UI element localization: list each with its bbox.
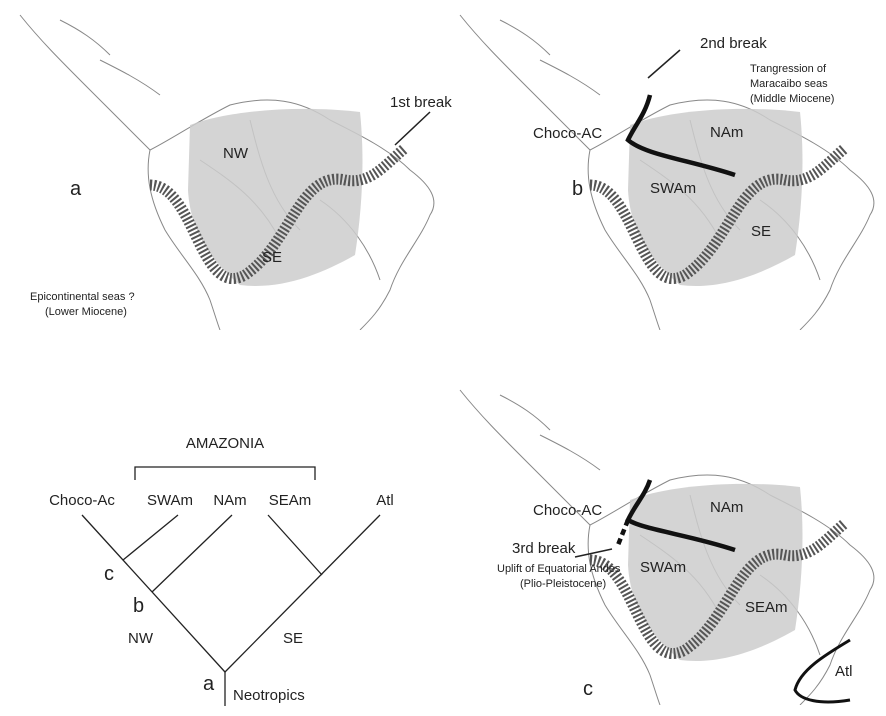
- region: NW: [223, 145, 249, 162]
- region: NAm: [710, 499, 743, 516]
- region: SE: [262, 249, 282, 266]
- map-a: a NW SE 1st break Epicontinental seas ? …: [20, 15, 452, 330]
- node-label: a: [203, 673, 215, 695]
- region: SWAm: [640, 559, 686, 576]
- note: Trangression of: [750, 63, 827, 75]
- region: NAm: [710, 124, 743, 141]
- terminal: SEAm: [269, 492, 312, 509]
- panel-letter: c: [583, 678, 593, 700]
- node-label: c: [104, 563, 114, 585]
- group-label: AMAZONIA: [186, 435, 264, 452]
- node-label: b: [133, 595, 144, 617]
- panel-letter: a: [70, 178, 82, 200]
- terminal: Choco-Ac: [49, 492, 115, 509]
- terminal: Atl: [376, 492, 394, 509]
- terminal: SWAm: [147, 492, 193, 509]
- map-c: c Choco-AC NAm SWAm SEAm Atl 3rd break U…: [460, 390, 874, 705]
- region: SWAm: [650, 180, 696, 197]
- region: SE: [751, 223, 771, 240]
- note: Epicontinental seas ?: [30, 291, 135, 303]
- break-label: 3rd break: [512, 540, 576, 557]
- break-label: 2nd break: [700, 35, 767, 52]
- region: Choco-AC: [533, 502, 602, 519]
- region: Atl: [835, 663, 853, 680]
- branch-label: NW: [128, 630, 154, 647]
- terminal: NAm: [213, 492, 246, 509]
- root-label: Neotropics: [233, 687, 305, 704]
- branch-label: SE: [283, 630, 303, 647]
- region: SEAm: [745, 599, 788, 616]
- break-label: 1st break: [390, 94, 452, 111]
- figure: a NW SE 1st break Epicontinental seas ? …: [0, 0, 886, 711]
- panel-letter: b: [572, 178, 583, 200]
- note: (Lower Miocene): [45, 306, 127, 318]
- note: Uplift of Equatorial Andes: [497, 563, 621, 575]
- arrow: [395, 112, 430, 145]
- region: Choco-AC: [533, 125, 602, 142]
- note: (Middle Miocene): [750, 93, 834, 105]
- map-b: b Choco-AC NAm SWAm SE 2nd break Trangre…: [460, 15, 874, 330]
- cladogram: AMAZONIA Choco-Ac SWAm NAm SEAm Atl a b …: [49, 435, 394, 706]
- note: (Plio-Pleistocene): [520, 578, 606, 590]
- note: Maracaibo seas: [750, 78, 828, 90]
